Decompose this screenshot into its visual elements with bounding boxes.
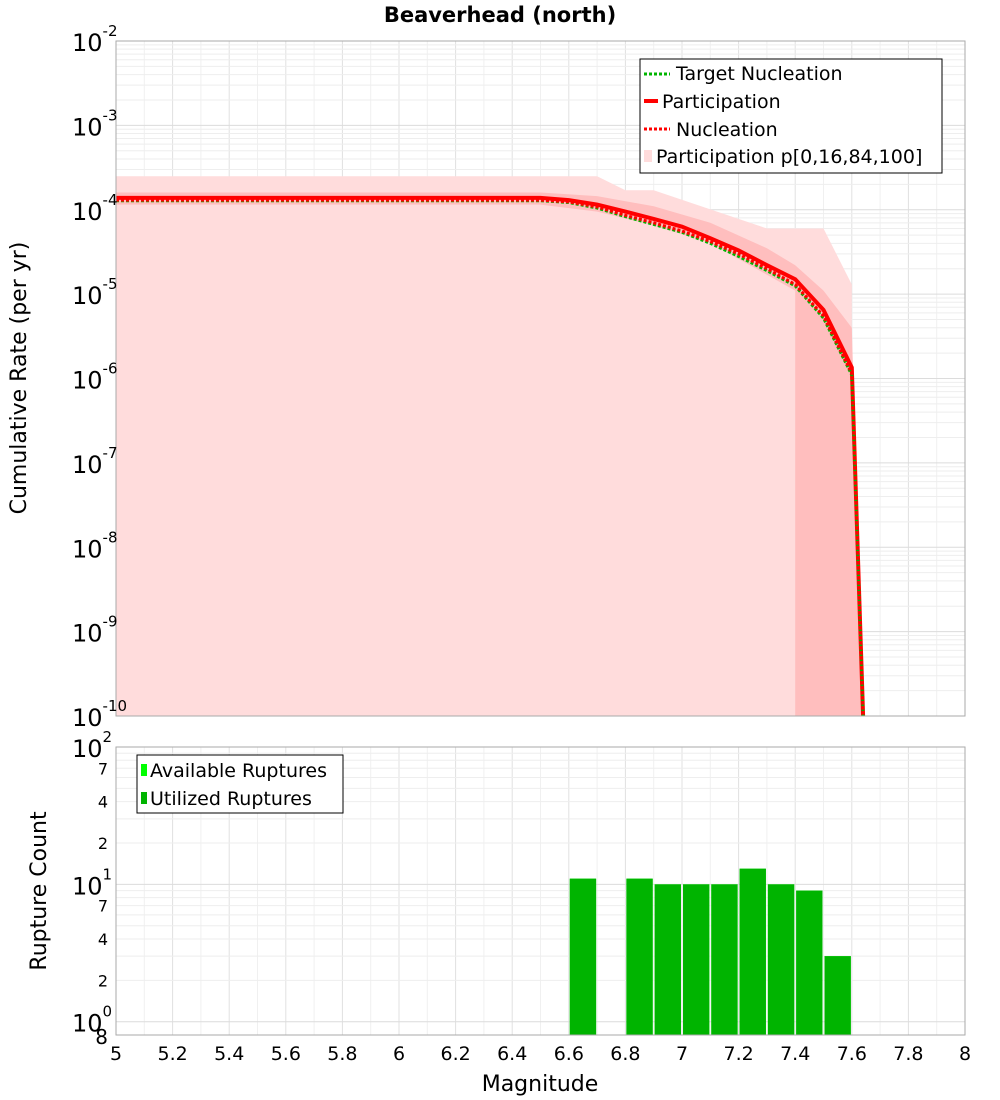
- rate-tick-label: 10-3: [72, 106, 118, 141]
- legend-swatch-participation-band: [644, 150, 652, 162]
- rate-series-lines: [116, 195, 866, 717]
- legend-label-available: Available Ruptures: [150, 760, 327, 782]
- legend-label-participation: Participation: [662, 91, 781, 113]
- magnitude-tick-label: 6.8: [610, 1043, 640, 1065]
- magnitude-tick-label: 5.8: [327, 1043, 357, 1065]
- participation-percentile-bands: [116, 176, 864, 716]
- legend-label-nucleation: Nucleation: [676, 119, 778, 141]
- magnitude-tick-label: 5: [110, 1043, 122, 1065]
- legend-label-participation-band: Participation p[0,16,84,100]: [656, 146, 922, 168]
- bottom-plot-frame: [115, 746, 966, 1036]
- rate-tick-label: 10-10: [72, 697, 127, 732]
- magnitude-tick-label: 7.8: [893, 1043, 923, 1065]
- rate-tick-label: 10-7: [72, 444, 118, 479]
- rate-tick-label: 10-6: [72, 360, 118, 395]
- count-minor-tick-label: 4: [98, 930, 108, 949]
- bar-utilized: [711, 884, 738, 1035]
- bar-utilized: [739, 868, 766, 1035]
- legend-label-utilized: Utilized Ruptures: [150, 788, 312, 810]
- magnitude-axis-label: Magnitude: [482, 1072, 599, 1097]
- rupture-legend: Available Ruptures Utilized Ruptures: [136, 754, 344, 814]
- band-0: [116, 176, 852, 716]
- count-lower-tick-label: 8: [95, 1025, 108, 1049]
- bar-utilized: [654, 884, 681, 1035]
- rate-legend: Target Nucleation Participation Nucleati…: [639, 58, 943, 174]
- magnitude-tick-label: 7.6: [837, 1043, 867, 1065]
- bar-utilized: [683, 884, 710, 1035]
- magnitude-axis-ticks: 5 5.2 5.4 5.6 5.8 6 6.2 6.4 6.6 6.8 7 7.2 7.4 7.6 7.8 8: [110, 1043, 971, 1065]
- magnitude-tick-label: 6.6: [554, 1043, 584, 1065]
- bar-utilized: [796, 890, 823, 1035]
- magnitude-tick-label: 6.2: [440, 1043, 470, 1065]
- magnitude-tick-label: 7: [676, 1043, 688, 1065]
- series-line-2: [116, 198, 865, 717]
- count-tick-label: 102: [72, 728, 112, 763]
- bar-utilized: [626, 878, 653, 1035]
- magnitude-tick-label: 7.4: [780, 1043, 810, 1065]
- count-minor-tick-label: 2: [98, 971, 108, 990]
- top-plot-frame: [115, 40, 966, 717]
- count-minor-tick-label: 7: [98, 759, 108, 778]
- magnitude-tick-label: 5.2: [157, 1043, 187, 1065]
- legend-swatch-utilized: [141, 792, 147, 804]
- series-line-1: [116, 195, 866, 717]
- magnitude-tick-label: 7.2: [723, 1043, 753, 1065]
- rate-tick-label: 10-4: [72, 191, 118, 226]
- chart-title: Beaverhead (north): [384, 3, 616, 27]
- magnitude-tick-label: 6: [393, 1043, 405, 1065]
- legend-label-target-nucleation: Target Nucleation: [675, 63, 843, 85]
- bar-utilized: [824, 956, 851, 1035]
- magnitude-tick-label: 6.4: [497, 1043, 527, 1065]
- count-minor-tick-label: 2: [98, 834, 108, 853]
- rupture-count-bars: [569, 868, 851, 1035]
- magnitude-tick-label: 8: [959, 1043, 971, 1065]
- rate-tick-label: 10-9: [72, 613, 118, 648]
- count-tick-label: 101: [72, 865, 112, 900]
- count-minor-tick-label: 7: [98, 897, 108, 916]
- count-minor-tick-label: 4: [98, 793, 108, 812]
- rate-tick-label: 10-2: [72, 22, 118, 57]
- magnitude-tick-label: 5.4: [214, 1043, 244, 1065]
- bar-utilized: [569, 878, 597, 1035]
- rate-tick-label: 10-8: [72, 528, 118, 563]
- legend-swatch-available: [141, 764, 147, 776]
- bar-utilized: [767, 884, 795, 1035]
- rate-axis-label: Cumulative Rate (per yr): [7, 242, 32, 515]
- rate-tick-label: 10-5: [72, 275, 118, 310]
- count-axis-label: Rupture Count: [27, 811, 52, 971]
- magnitude-tick-label: 5.6: [271, 1043, 301, 1065]
